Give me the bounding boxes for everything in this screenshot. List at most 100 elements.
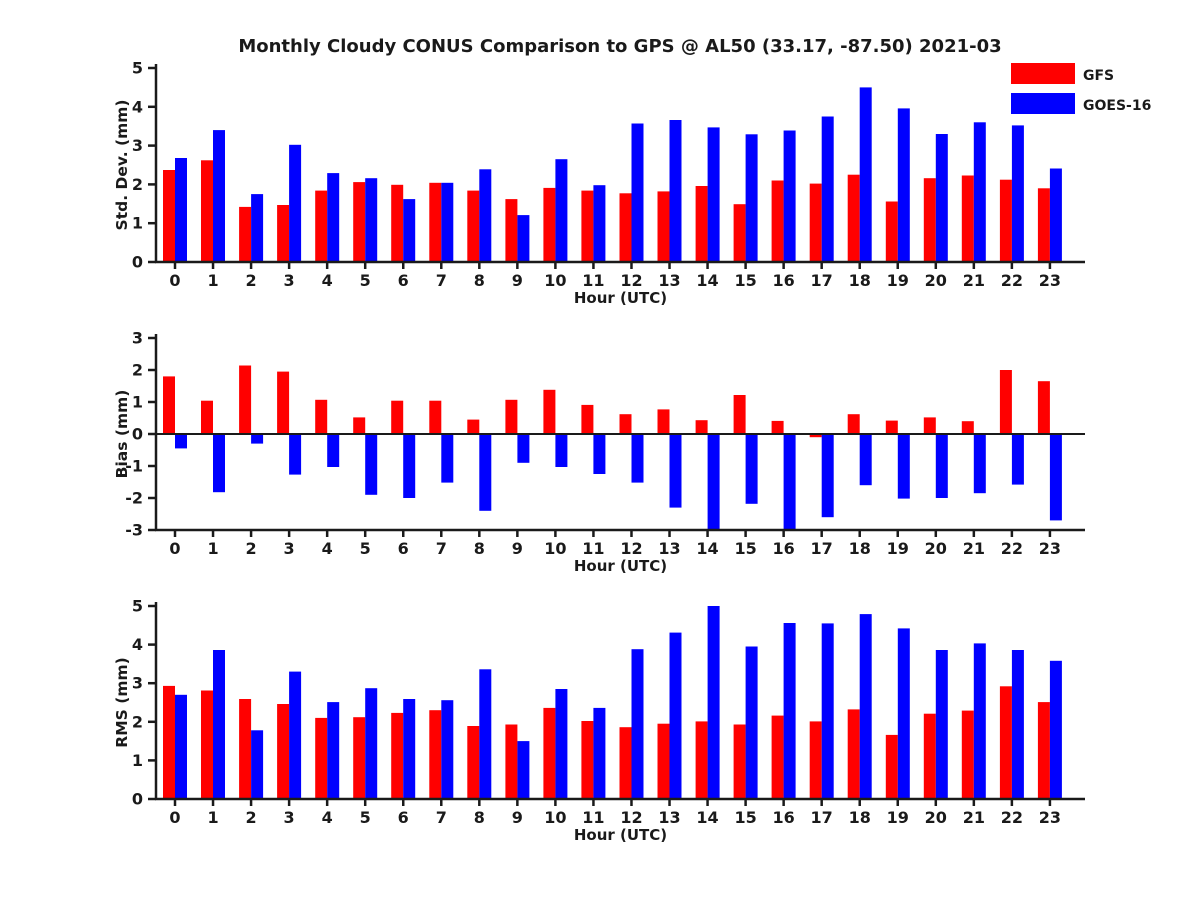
x-tick-label: 12	[620, 808, 642, 827]
x-tick-label: 3	[284, 808, 295, 827]
y-tick-label: 1	[132, 214, 143, 233]
x-tick-label: 7	[436, 271, 447, 290]
x-axis-label: Hour (UTC)	[574, 289, 667, 307]
goes16-bar-h1	[213, 650, 225, 799]
x-tick-label: 18	[849, 539, 871, 558]
x-tick-label: 0	[169, 271, 180, 290]
goes16-bar-h8	[479, 169, 492, 262]
y-tick-label: 3	[132, 329, 143, 348]
gfs-bar-h5	[353, 717, 366, 799]
goes16-bar-h13	[669, 434, 682, 508]
y-tick-label: 2	[132, 361, 143, 380]
x-tick-label: 19	[887, 808, 909, 827]
gfs-bar-h23	[1037, 381, 1050, 434]
x-tick-label: 21	[963, 539, 985, 558]
legend: GFS GOES-16	[1011, 63, 1151, 114]
x-tick-label: 5	[360, 808, 371, 827]
y-axis-label: Bias (mm)	[113, 390, 131, 479]
goes16-bar-h15	[745, 434, 758, 504]
gfs-bar-h14	[695, 420, 708, 434]
gfs-bar-h17	[809, 183, 822, 262]
goes16-bar-h23	[1049, 660, 1062, 799]
x-tick-label: 23	[1039, 539, 1061, 558]
x-tick-label: 12	[620, 539, 642, 558]
goes16-bar-h7	[441, 434, 454, 483]
goes16-bar-h0	[175, 434, 187, 449]
gfs-bar-h10	[543, 389, 556, 434]
gfs-bar-h22	[999, 686, 1012, 799]
gfs-bar-h4	[315, 190, 328, 262]
gfs-bar-h14	[695, 721, 708, 799]
x-tick-label: 23	[1039, 808, 1061, 827]
gfs-bar-h11	[581, 190, 594, 262]
goes16-bar-h9	[517, 215, 530, 262]
x-axis-label: Hour (UTC)	[574, 826, 667, 844]
goes16-bar-h11	[593, 707, 606, 799]
goes16-bar-h8	[479, 434, 492, 511]
gfs-bar-h10	[543, 187, 556, 262]
goes16-bar-h9	[517, 741, 530, 799]
goes16-bar-h2	[251, 194, 264, 262]
goes16-bar-h19	[897, 108, 910, 263]
x-tick-label: 22	[1001, 271, 1023, 290]
x-tick-label: 2	[246, 808, 257, 827]
gfs-bar-h22	[999, 179, 1012, 262]
goes16-bar-h17	[821, 623, 834, 799]
goes16-bar-h3	[289, 671, 302, 799]
goes16-bar-h5	[365, 434, 378, 495]
y-tick-label: 0	[132, 253, 143, 272]
x-tick-label: 10	[544, 539, 566, 558]
goes16-bar-h23	[1049, 168, 1062, 262]
x-tick-label: 18	[849, 808, 871, 827]
x-tick-label: 1	[207, 539, 218, 558]
x-tick-label: 4	[322, 271, 333, 290]
x-tick-label: 7	[436, 808, 447, 827]
gfs-bar-h23	[1037, 702, 1050, 799]
goes16-bar-h4	[327, 173, 340, 262]
x-tick-label: 16	[773, 271, 795, 290]
y-tick-label: 4	[132, 97, 143, 116]
x-tick-label: 21	[963, 808, 985, 827]
gfs-bar-h8	[467, 190, 480, 262]
gfs-bar-h9	[505, 399, 518, 434]
gfs-bar-h3	[277, 704, 290, 799]
goes16-bar-h17	[821, 116, 834, 262]
y-axis-label: Std. Dev. (mm)	[113, 100, 131, 231]
goes16-bar-h22	[1011, 650, 1024, 799]
goes16-bar-h12	[631, 434, 644, 483]
gfs-bar-h4	[315, 399, 328, 434]
goes16-bar-h14	[707, 434, 720, 530]
x-tick-label: 5	[360, 271, 371, 290]
x-tick-label: 13	[658, 808, 680, 827]
gfs-bar-h20	[923, 713, 936, 799]
legend-swatch-goes16	[1011, 93, 1075, 114]
gfs-bar-h12	[619, 193, 632, 262]
goes16-bar-h11	[593, 185, 606, 262]
gfs-bar-h14	[695, 186, 708, 262]
goes16-bar-h17	[821, 434, 834, 518]
x-tick-label: 14	[696, 539, 718, 558]
goes16-bar-h3	[289, 434, 302, 475]
x-tick-label: 16	[773, 539, 795, 558]
y-tick-label: 5	[132, 597, 143, 616]
x-tick-label: 13	[658, 271, 680, 290]
x-tick-label: 9	[512, 539, 523, 558]
y-tick-label: -1	[125, 457, 143, 476]
gfs-bar-h17	[809, 434, 822, 438]
x-tick-label: 20	[925, 539, 947, 558]
gfs-bar-h16	[771, 715, 784, 799]
goes16-bar-h6	[403, 199, 416, 262]
x-tick-label: 16	[773, 808, 795, 827]
goes16-bar-h6	[403, 434, 416, 498]
goes16-bar-h16	[783, 130, 796, 262]
gfs-bar-h16	[771, 420, 784, 434]
x-tick-label: 17	[811, 539, 833, 558]
gfs-bar-h19	[885, 201, 898, 262]
x-tick-label: 6	[398, 808, 409, 827]
x-tick-label: 8	[474, 539, 485, 558]
gfs-bar-h8	[467, 726, 480, 799]
y-tick-label: 1	[132, 393, 143, 412]
